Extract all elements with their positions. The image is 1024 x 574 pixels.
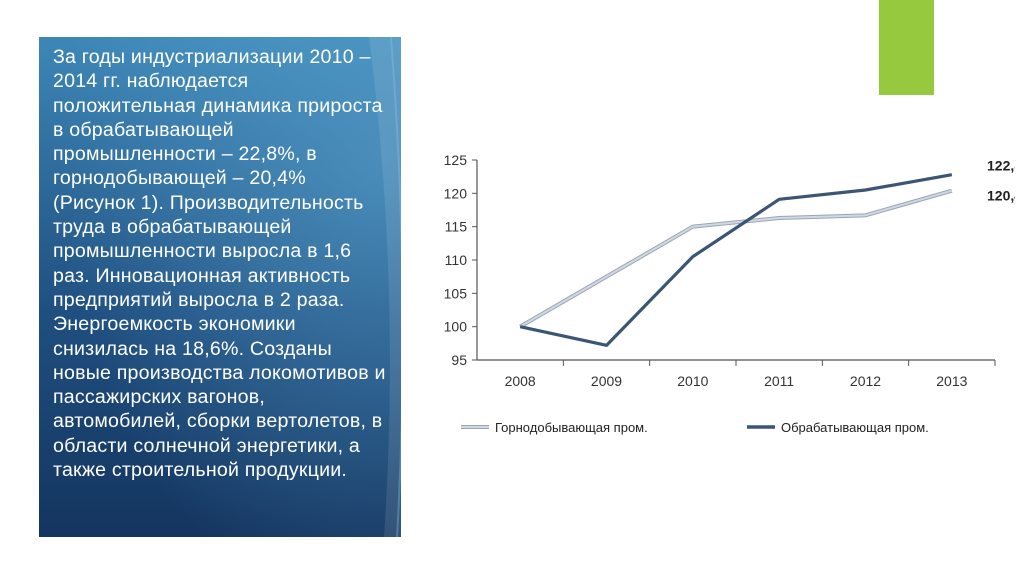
- x-tick-label: 2012: [850, 373, 881, 389]
- y-tick-label: 120: [444, 185, 468, 201]
- line-chart: 95 100 105 110 115 120 125 2008 2009 2010 2011 2012…: [425, 140, 1015, 450]
- data-label: 120,4: [987, 188, 1015, 204]
- legend-label: Обрабатывающая пром.: [781, 420, 929, 435]
- text-panel: За годы индустриализации 2010 – 2014 гг.…: [39, 37, 401, 537]
- y-tick-label: 100: [444, 319, 468, 335]
- series-line-2: [519, 173, 953, 347]
- legend-label: Горнодобывающая пром.: [495, 420, 648, 435]
- x-tick-label: 2011: [764, 373, 794, 389]
- y-tick-label: 115: [445, 219, 468, 235]
- chart-svg: 95 100 105 110 115 120 125 2008 2009 2010 2011 2012…: [444, 152, 1015, 435]
- y-tick-label: 105: [444, 285, 468, 301]
- y-tick-label: 110: [445, 252, 468, 268]
- x-tick-label: 2009: [591, 373, 622, 389]
- panel-background: [39, 37, 401, 537]
- data-label: 122,8: [987, 158, 1015, 174]
- x-tick-label: 2010: [677, 373, 708, 389]
- x-tick-label: 2008: [505, 373, 536, 389]
- accent-bar: [879, 0, 934, 95]
- series-line-1: [519, 189, 953, 328]
- y-tick-label: 95: [451, 352, 467, 368]
- y-tick-label: 125: [444, 152, 468, 168]
- slide-body-text: За годы индустриализации 2010 – 2014 гг.…: [53, 46, 386, 482]
- series-line-outline: [519, 188, 953, 329]
- x-tick-label: 2013: [936, 373, 967, 389]
